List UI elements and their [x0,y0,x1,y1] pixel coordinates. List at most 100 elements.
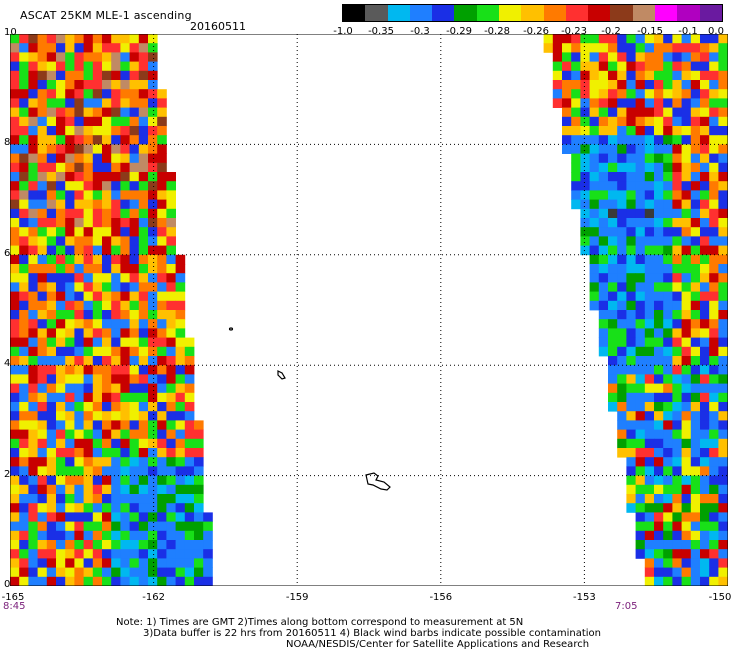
data-cell [19,512,29,522]
data-cell [10,374,20,384]
data-cell [148,310,158,320]
data-cell [608,356,618,366]
data-cell [690,374,701,384]
data-cell [654,199,664,210]
data-cell [74,466,84,476]
data-cell [617,420,627,430]
data-cell [138,126,149,136]
data-cell [19,89,29,99]
data-cell [681,310,692,320]
data-cell [74,245,84,256]
data-cell [102,521,112,532]
data-cell [644,43,655,53]
data-cell [654,374,664,384]
data-cell [46,153,57,164]
data-cell [92,199,103,210]
data-cell [194,466,204,476]
data-cell [83,356,94,366]
data-cell [56,438,66,449]
data-cell [718,199,728,210]
data-cell [74,411,84,421]
data-cell [157,337,167,348]
data-cell [83,457,94,467]
data-cell [681,475,692,486]
data-cell [120,319,130,329]
data-cell [663,392,673,403]
data-cell [148,61,158,72]
data-cell [654,383,664,394]
data-cell [19,34,29,44]
data-cell [626,135,636,145]
data-cell [28,264,38,274]
data-cell [37,116,48,127]
data-cell [138,300,149,311]
data-cell [681,374,692,384]
data-cell [644,365,655,375]
data-cell [672,576,682,586]
data-cell [138,567,149,578]
data-cell [65,494,75,504]
data-cell [10,208,20,219]
data-cell [28,512,38,522]
data-cell [10,300,20,311]
data-cell [37,208,48,219]
data-cell [203,549,213,559]
data-cell [617,374,627,384]
data-cell [166,273,176,283]
data-cell [672,181,682,191]
data-cell [92,245,103,256]
data-cell [138,282,149,292]
data-cell [175,282,186,292]
data-cell [663,411,673,421]
data-cell [120,190,130,200]
data-cell [626,420,636,430]
data-cell [102,503,112,513]
data-cell [681,365,692,375]
data-cell [111,61,121,72]
data-cell [46,337,57,348]
colorbar-segment [699,5,722,21]
data-cell [681,521,692,532]
data-cell [718,475,728,486]
data-cell [157,512,167,522]
data-cell [700,567,710,578]
data-cell [663,172,673,182]
data-cell [175,337,186,348]
data-cell [37,457,48,467]
data-cell [626,116,636,127]
data-cell [617,236,627,246]
data-cell [166,236,176,246]
data-cell [598,172,609,182]
data-cell [552,98,563,108]
data-cell [617,319,627,329]
data-cell [166,365,176,375]
data-cell [92,236,103,246]
data-cell [690,199,701,210]
colorbar-segment [565,5,589,21]
data-cell [65,374,75,384]
data-cell [120,530,130,541]
data-cell [626,245,636,256]
data-cell [626,448,636,458]
data-cell [74,319,84,329]
data-cell [74,374,84,384]
data-cell [617,153,627,164]
data-cell [129,567,140,578]
data-cell [138,43,149,53]
data-cell [681,346,692,357]
data-cell [681,273,692,283]
data-cell [111,540,121,550]
data-cell [184,521,195,532]
data-cell [617,392,627,403]
colorbar-segment [432,5,455,21]
data-cell [83,181,94,191]
data-cell [681,218,692,228]
data-cell [28,144,38,154]
data-cell [28,503,38,513]
data-cell [608,190,618,200]
data-cell [102,475,112,486]
data-cell [111,181,121,191]
data-cell [102,576,112,586]
data-cell [37,466,48,476]
data-cell [138,475,149,486]
